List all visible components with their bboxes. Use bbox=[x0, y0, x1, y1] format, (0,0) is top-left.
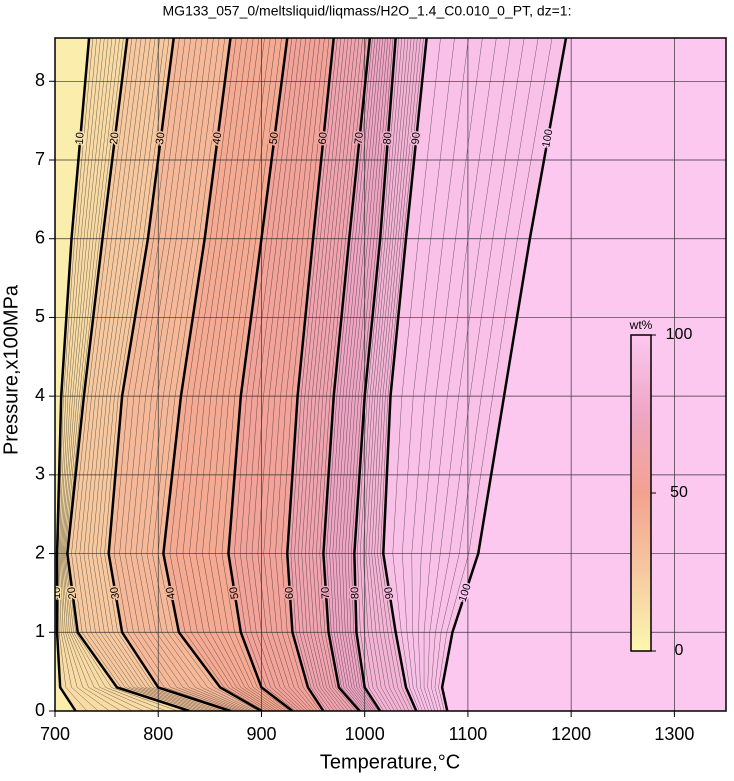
colorbar-tick-label: 0 bbox=[675, 642, 684, 659]
contour-label: 30 bbox=[108, 586, 122, 600]
y-tick-label: 8 bbox=[35, 70, 45, 90]
contour-label: 20 bbox=[108, 132, 121, 146]
contour-label: 40 bbox=[164, 586, 178, 600]
colorbar-label: wt% bbox=[629, 318, 653, 332]
contour-label: 60 bbox=[283, 586, 296, 599]
colorbar-tick-label: 50 bbox=[670, 484, 688, 501]
x-tick-label: 1200 bbox=[551, 724, 591, 744]
colorbar bbox=[630, 334, 652, 652]
y-tick-label: 6 bbox=[35, 227, 45, 247]
contour-label: 80 bbox=[349, 587, 361, 600]
x-tick-label: 900 bbox=[246, 724, 276, 744]
y-axis-label: Pressure,x100MPa bbox=[0, 284, 22, 455]
contour-line bbox=[107, 38, 231, 711]
y-tick-label: 1 bbox=[35, 621, 45, 641]
contour-line bbox=[322, 38, 372, 711]
region-fill bbox=[55, 38, 190, 711]
x-tick-label: 1000 bbox=[345, 724, 385, 744]
x-tick-label: 700 bbox=[40, 724, 70, 744]
contour-line bbox=[227, 38, 294, 711]
contour-line bbox=[55, 38, 91, 711]
x-axis-label: Temperature,°C bbox=[320, 751, 460, 773]
contour-line bbox=[162, 38, 263, 711]
contour-label: 60 bbox=[317, 132, 330, 145]
contour-line bbox=[382, 38, 428, 711]
contour-label: 10 bbox=[51, 587, 63, 599]
contour-label: 50 bbox=[228, 586, 242, 600]
x-tick-label: 1300 bbox=[654, 724, 694, 744]
contour-line bbox=[66, 38, 190, 711]
contour-line bbox=[440, 38, 568, 711]
contour-label: 40 bbox=[211, 132, 224, 146]
y-tick-label: 4 bbox=[35, 385, 45, 405]
region-fill bbox=[55, 38, 90, 711]
contour-label: 80 bbox=[381, 132, 394, 145]
contour-label: 10 bbox=[74, 132, 87, 145]
colorbar-tick-label: 100 bbox=[666, 326, 693, 343]
contour-label: 90 bbox=[382, 586, 396, 600]
plot-frame bbox=[54, 37, 727, 712]
y-tick-label: 0 bbox=[35, 700, 45, 720]
chart-title: MG133_057_0/meltsliquid/liqmass/H2O_1.4_… bbox=[163, 3, 572, 19]
contour-label: 50 bbox=[268, 132, 281, 146]
contour-label: 70 bbox=[353, 132, 366, 145]
x-tick-label: 1100 bbox=[449, 724, 488, 744]
overlay: 700 800 900 1000 1100 1200 1300 0 1 2 3 4 5 6 7 8 wt% 0 50… bbox=[35, 37, 727, 744]
contour-label: 30 bbox=[154, 132, 167, 146]
contour-line bbox=[286, 38, 335, 711]
y-tick-label: 7 bbox=[35, 149, 45, 169]
y-tick-label: 2 bbox=[35, 542, 45, 562]
y-tick-label: 5 bbox=[35, 306, 45, 326]
x-tick-label: 800 bbox=[143, 724, 173, 744]
plot-area: 1010202030304040505060607070808090901001… bbox=[51, 38, 726, 711]
contour-label: 20 bbox=[66, 586, 79, 600]
contour-label: 90 bbox=[410, 132, 423, 145]
y-tick-label: 3 bbox=[35, 464, 45, 484]
contour-line bbox=[353, 38, 397, 711]
contour-label: 100 bbox=[540, 128, 555, 148]
contour-label: 70 bbox=[319, 586, 332, 599]
